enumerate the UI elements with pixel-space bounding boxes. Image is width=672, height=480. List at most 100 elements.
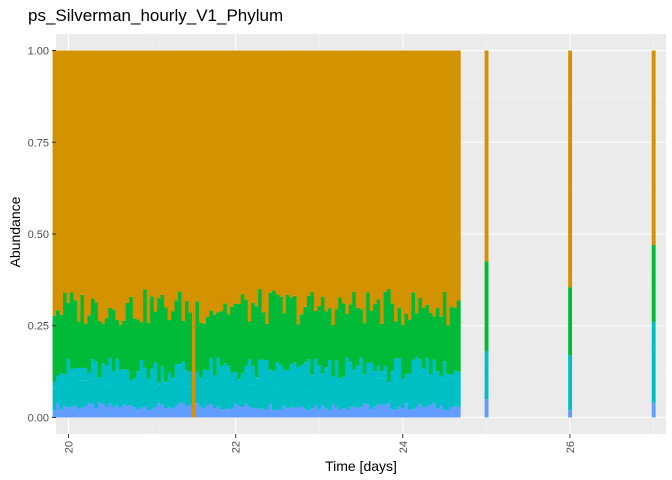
bar-92-seg-1 <box>373 371 378 407</box>
bar-28-seg-0 <box>150 408 155 418</box>
bar-77-seg-1 <box>320 373 325 406</box>
bar-38-seg-4 <box>184 50 189 302</box>
bar-29-seg-1 <box>153 387 158 408</box>
bar-103-seg-1 <box>411 372 416 409</box>
bar-102-seg-1 <box>408 383 412 410</box>
bar-68-seg-3 <box>289 297 294 365</box>
bar-23-seg-0 <box>132 407 137 418</box>
bar-38-seg-2 <box>184 370 189 387</box>
bar-58-seg-3 <box>254 306 259 378</box>
bar-10-seg-4 <box>87 50 92 316</box>
bar-22-seg-1 <box>129 390 134 406</box>
bar-65-seg-1 <box>279 376 283 410</box>
bar-113-seg-1 <box>446 377 451 410</box>
bar-66-seg-3 <box>282 313 287 370</box>
bar-47-seg-1 <box>216 389 221 407</box>
bar-62-seg-1 <box>268 371 273 405</box>
bar-64-seg-4 <box>275 50 280 295</box>
y-tick-label-1: 0.25 <box>28 321 49 333</box>
bar-84-seg-2 <box>345 357 350 375</box>
bar-113-seg-0 <box>446 409 451 418</box>
bar-71-seg-4 <box>299 50 304 315</box>
bar-45-seg-3 <box>209 310 214 359</box>
bar-49-seg-2 <box>223 363 228 371</box>
bar-93-seg-2 <box>376 365 381 379</box>
bar-60-seg-4 <box>261 50 266 313</box>
bar-101-seg-1 <box>404 390 409 404</box>
bar-21-seg-4 <box>125 50 130 303</box>
bar-100-seg-1 <box>401 378 405 409</box>
bar-97-seg-2 <box>390 370 395 374</box>
bar-17-seg-3 <box>111 309 116 371</box>
bar-2-seg-1 <box>59 379 64 410</box>
bar-87-seg-1 <box>355 388 360 408</box>
bar-3-seg-1 <box>63 381 67 407</box>
bar-97-seg-1 <box>390 373 395 410</box>
bar-87-seg-3 <box>355 307 360 366</box>
y-tick-label-3: 0.75 <box>28 137 49 149</box>
bar-73-seg-4 <box>306 50 311 296</box>
bar-70-seg-2 <box>296 366 301 379</box>
bar-38-seg-0 <box>184 406 189 418</box>
bar-30-seg-2 <box>157 382 162 385</box>
bar-96-seg-2 <box>387 382 391 384</box>
bar-80-seg-4 <box>331 50 336 325</box>
bar-97-seg-0 <box>390 409 395 418</box>
bar-69-seg-1 <box>293 382 297 408</box>
bar-46-seg-4 <box>212 50 217 315</box>
bar-37-seg-3 <box>181 320 186 362</box>
bar-62-seg-2 <box>268 370 273 372</box>
bar-91-seg-1 <box>369 385 374 410</box>
bar-79-seg-0 <box>327 409 332 418</box>
bar-82-seg-3 <box>338 297 343 378</box>
bar-sparse-0-seg-1 <box>484 351 489 400</box>
bar-42-seg-4 <box>198 50 203 323</box>
bar-21-seg-3 <box>125 302 130 370</box>
bar-6-seg-4 <box>73 50 78 301</box>
bar-109-seg-0 <box>432 403 437 418</box>
bar-70-seg-3 <box>296 324 301 367</box>
bar-67-seg-1 <box>286 370 290 409</box>
bar-99-seg-2 <box>397 358 402 386</box>
bar-110-seg-3 <box>435 308 440 372</box>
bar-14-seg-3 <box>101 323 106 364</box>
bar-90-seg-0 <box>366 404 371 418</box>
bar-113-seg-3 <box>446 325 451 374</box>
bar-34-seg-2 <box>171 377 175 380</box>
bar-16-seg-1 <box>108 382 113 404</box>
bar-90-seg-3 <box>366 292 371 363</box>
bar-48-seg-1 <box>219 382 224 410</box>
bar-61-seg-2 <box>265 359 270 386</box>
bar-35-seg-1 <box>174 389 179 406</box>
bar-32-seg-2 <box>164 381 168 384</box>
bar-29-seg-2 <box>153 362 158 388</box>
bar-23-seg-1 <box>132 377 137 408</box>
bar-33-seg-3 <box>167 320 172 373</box>
bar-38-seg-1 <box>184 386 189 407</box>
bar-102-seg-3 <box>408 319 412 374</box>
bar-25-seg-3 <box>139 322 144 361</box>
bar-92-seg-4 <box>373 50 378 305</box>
bar-27-seg-1 <box>146 388 151 411</box>
bar-49-seg-3 <box>223 303 228 364</box>
bar-115-seg-4 <box>453 50 458 308</box>
bar-36-seg-4 <box>178 50 182 292</box>
bar-29-seg-3 <box>153 311 158 363</box>
bar-74-seg-4 <box>310 50 315 293</box>
bar-7-seg-2 <box>76 368 81 381</box>
bar-70-seg-1 <box>296 378 301 408</box>
bar-12-seg-1 <box>94 378 99 409</box>
bar-11-seg-1 <box>90 378 95 405</box>
bar-10-seg-3 <box>87 315 92 373</box>
bar-24-seg-3 <box>136 319 141 372</box>
bar-17-seg-2 <box>111 370 116 387</box>
bar-92-seg-0 <box>373 406 378 418</box>
bar-58-seg-1 <box>254 378 259 408</box>
bar-105-seg-2 <box>418 359 423 372</box>
bar-77-seg-4 <box>320 50 325 297</box>
bar-21-seg-0 <box>125 406 130 418</box>
bar-116-seg-1 <box>456 371 461 407</box>
bar-sparse-0-seg-4 <box>484 50 489 262</box>
bar-110-seg-0 <box>435 408 440 418</box>
bar-84-seg-0 <box>345 409 350 418</box>
